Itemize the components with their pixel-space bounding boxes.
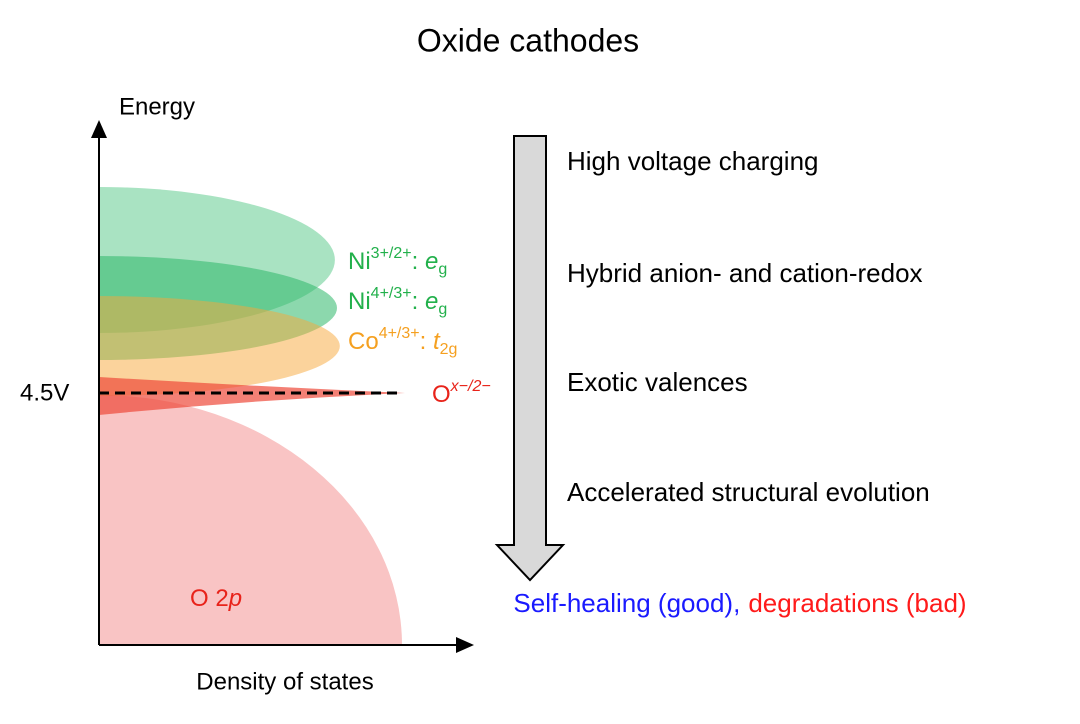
- step-label: Hybrid anion- and cation-redox: [567, 258, 923, 288]
- co-band: [99, 296, 340, 396]
- band-sep: :: [412, 248, 425, 275]
- y-axis-label: Energy: [119, 93, 195, 120]
- outcome-good: Self-healing (good): [513, 588, 733, 618]
- title: Oxide cathodes: [417, 22, 639, 58]
- band-label: Ni4+/3+: eg: [348, 285, 447, 318]
- steps: High voltage charging Hybrid anion- and c…: [567, 146, 930, 507]
- o2p-band: [99, 395, 402, 645]
- band-orbital: e: [425, 288, 438, 315]
- o2p-prefix: O 2: [190, 585, 229, 612]
- band-sep: :: [420, 328, 433, 355]
- step-label: Exotic valences: [567, 367, 748, 397]
- oxygen-ion: O: [432, 381, 451, 408]
- outcome: Self-healing (good), degradations (bad): [513, 588, 966, 618]
- band-charge: 4+/3+: [379, 325, 420, 342]
- band-sub: g: [438, 301, 447, 318]
- band-charge: 4+/3+: [371, 285, 412, 302]
- step-label: Accelerated structural evolution: [567, 477, 930, 507]
- o2p-orbital: p: [228, 585, 242, 612]
- band-sep: :: [412, 288, 425, 315]
- band-ion: Ni: [348, 248, 371, 275]
- band-orbital: e: [425, 248, 438, 275]
- outcome-sep: ,: [733, 588, 740, 618]
- o2p-label: O 2p: [190, 585, 242, 612]
- outcome-bad: degradations (bad): [748, 588, 966, 618]
- x-axis-label: Density of states: [196, 668, 373, 695]
- oxygen-charge: x−/2−: [450, 378, 491, 395]
- oxygen-band: [99, 377, 405, 415]
- band-charge: 3+/2+: [371, 245, 412, 262]
- band-label: Co4+/3+: t2g: [348, 325, 457, 358]
- oxygen-label: Ox−/2−: [432, 378, 491, 408]
- band-sub: g: [438, 261, 447, 278]
- step-label: High voltage charging: [567, 146, 819, 176]
- band-sub: 2g: [440, 341, 458, 358]
- band-ion: Co: [348, 328, 379, 355]
- band-ion: Ni: [348, 288, 371, 315]
- voltage-label: 4.5V: [20, 379, 69, 406]
- band-orbital: t: [433, 328, 441, 355]
- band-label: Ni3+/2+: eg: [348, 245, 447, 278]
- process-arrow: [494, 135, 566, 582]
